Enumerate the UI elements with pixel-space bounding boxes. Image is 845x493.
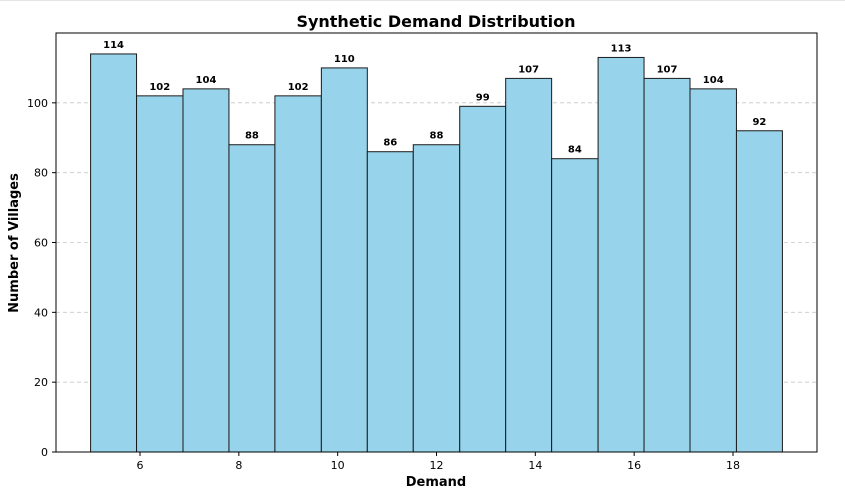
- x-axis-label: Demand: [406, 475, 467, 490]
- bar-value-label: 86: [383, 138, 397, 149]
- x-tick-label: 18: [726, 459, 740, 472]
- bar-value-label: 92: [752, 117, 766, 128]
- histogram-bar: [643, 77, 691, 453]
- histogram-bar: [274, 95, 322, 453]
- top-divider: [0, 0, 845, 1]
- histogram-bar: [136, 95, 184, 453]
- x-tick-label: 6: [137, 459, 144, 472]
- histogram-bar: [182, 88, 230, 453]
- y-tick-label: 20: [34, 376, 48, 389]
- bar-value-label: 107: [518, 64, 539, 75]
- bar-value-label: 113: [611, 43, 632, 54]
- histogram-bar: [412, 144, 461, 453]
- bar-value-label: 102: [149, 82, 170, 93]
- y-tick-label: 80: [34, 167, 48, 180]
- x-axis-ticks: 6 8 10 12 14 16 18: [137, 452, 740, 472]
- chart-title: Synthetic Demand Distribution: [296, 12, 575, 31]
- histogram-bar: [320, 67, 368, 453]
- histogram-bar: [689, 88, 737, 453]
- y-axis-label: Number of Villages: [7, 173, 22, 313]
- bar-value-label: 84: [568, 145, 582, 156]
- x-tick-label: 10: [331, 459, 345, 472]
- bar-value-label: 104: [703, 75, 724, 86]
- histogram-bar: [505, 77, 553, 453]
- bar-value-label: 107: [657, 64, 678, 75]
- bar-value-labels: 114 102 104 88 102 110 86 88 99 107 84 113 107 104 92: [103, 40, 766, 156]
- histogram-bar: [459, 105, 507, 453]
- bar-value-label: 88: [245, 131, 259, 142]
- bar-value-label: 110: [334, 54, 355, 65]
- bar-value-label: 88: [430, 131, 444, 142]
- bar-value-label: 102: [288, 82, 309, 93]
- y-tick-label: 40: [34, 306, 48, 319]
- histogram-bar: [228, 144, 276, 453]
- histogram-bar: [597, 56, 645, 453]
- histogram-bar: [366, 151, 414, 453]
- y-axis-ticks: 0 20 40 60 80 100: [27, 97, 56, 459]
- histogram-bar: [551, 158, 599, 453]
- histogram-bar: [90, 53, 138, 453]
- x-tick-label: 8: [235, 459, 242, 472]
- histogram-bar: [735, 130, 783, 453]
- y-tick-label: 100: [27, 97, 48, 110]
- x-tick-label: 14: [528, 459, 542, 472]
- x-tick-label: 16: [627, 459, 641, 472]
- y-tick-label: 0: [41, 446, 48, 459]
- bar-value-label: 104: [196, 75, 217, 86]
- bars: [90, 53, 783, 453]
- bar-value-label: 114: [103, 40, 124, 51]
- bar-value-label: 99: [476, 92, 490, 103]
- x-tick-label: 12: [430, 459, 444, 472]
- y-tick-label: 60: [34, 237, 48, 250]
